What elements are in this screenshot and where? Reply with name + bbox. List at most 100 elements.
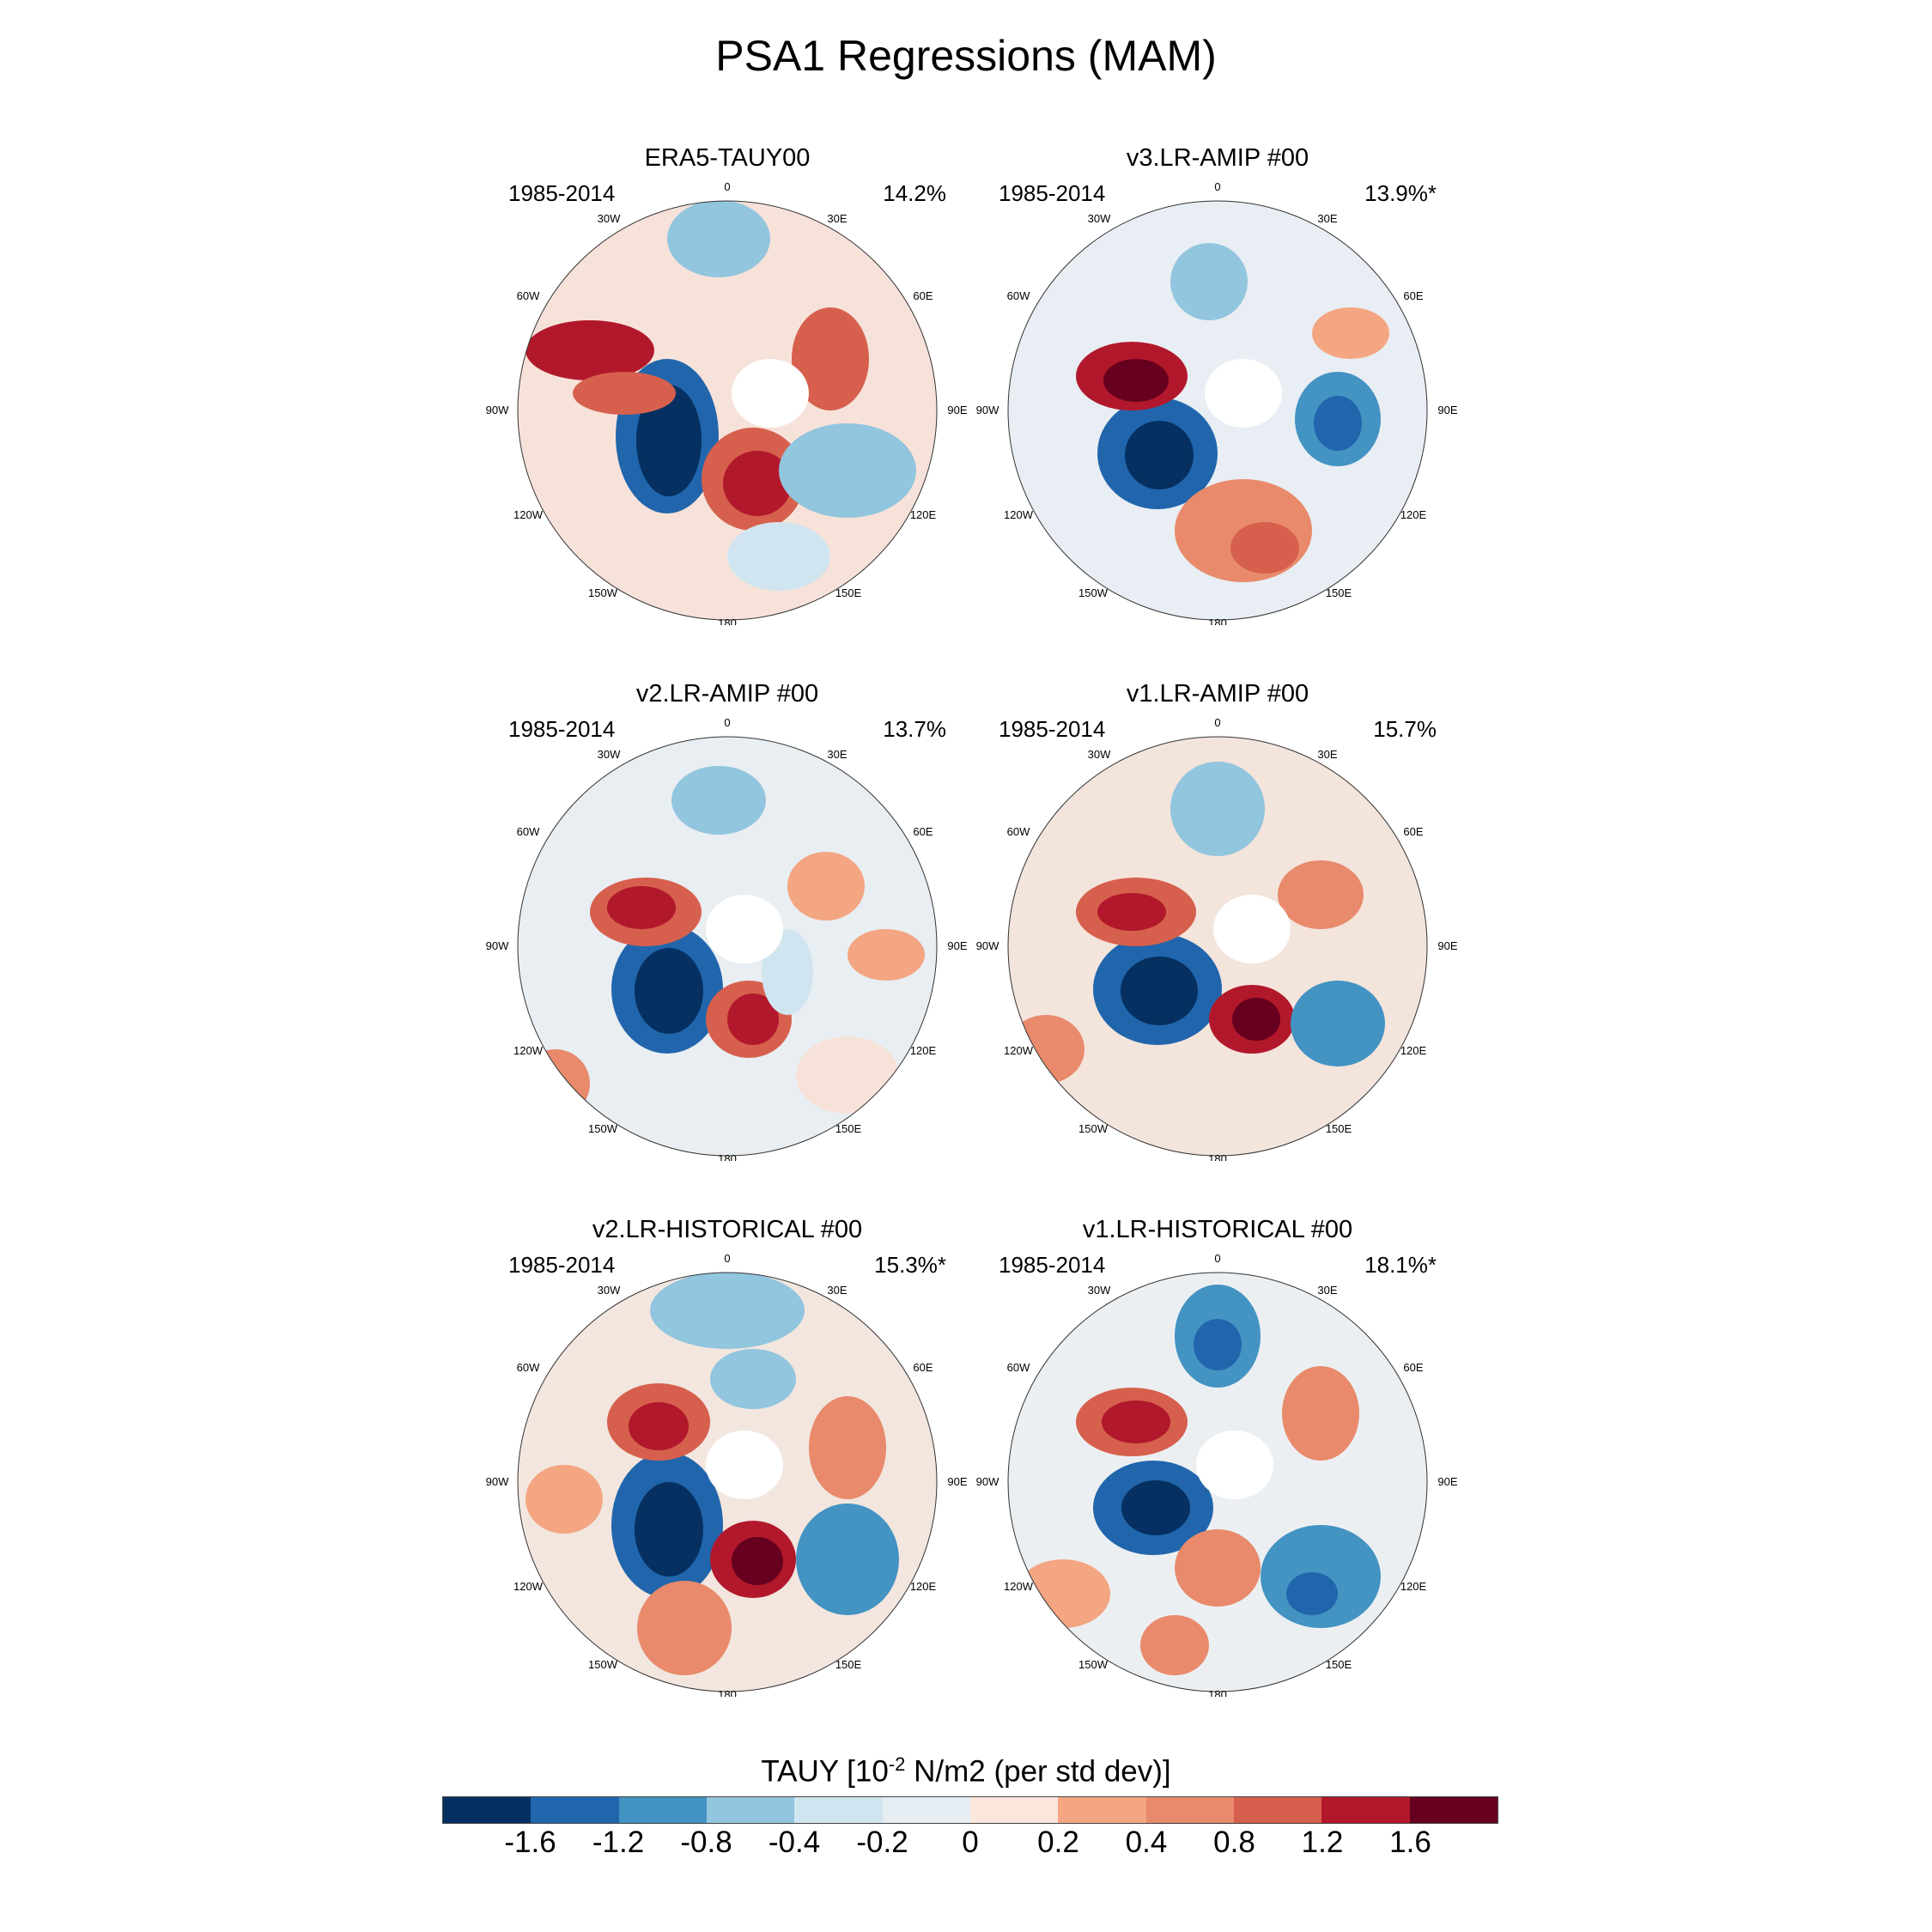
panel-period: 1985-2014 [508, 716, 616, 742]
lon-label-180: 180 [718, 1688, 737, 1697]
lon-label-60w: 60W [517, 825, 540, 838]
panel-period: 1985-2014 [999, 716, 1106, 742]
panel-variance-percent: 13.7% [883, 716, 946, 742]
lon-label-30w: 30W [598, 212, 621, 225]
map-panel-era5: ERA5-TAUY00 1985-2014 14.2% 0 30E 60E 90… [470, 144, 985, 625]
lon-label-120w: 120W [513, 1580, 544, 1593]
lon-label-150w: 150W [588, 586, 618, 599]
lon-label-120w: 120W [1004, 1044, 1034, 1057]
lon-label-90w: 90W [976, 1475, 999, 1488]
colorbar-tick-label: 0.8 [1213, 1826, 1255, 1859]
panel-title: v1.LR-HISTORICAL #00 [1082, 1216, 1353, 1243]
lon-label-180: 180 [718, 1152, 737, 1161]
lon-label-60e: 60E [1403, 825, 1423, 838]
lon-label-150e: 150E [835, 1658, 862, 1671]
colorbar-segment [618, 1797, 707, 1823]
lon-label-120e: 120E [1400, 508, 1427, 521]
lon-label-60w: 60W [517, 289, 540, 302]
colorbar-segment [1321, 1797, 1410, 1823]
lon-label-90e: 90E [947, 404, 967, 416]
lon-label-120e: 120E [1400, 1580, 1427, 1593]
colorbar-tick-label: -0.8 [680, 1826, 732, 1859]
lon-label-30w: 30W [1088, 212, 1111, 225]
lon-label-0: 0 [1214, 716, 1220, 729]
colorbar-tick-label: -0.2 [856, 1826, 908, 1859]
colorbar-title: TAUY [10-2 N/m2 (per std dev)] [0, 1753, 1932, 1789]
lon-label-150w: 150W [588, 1122, 618, 1135]
lon-label-180: 180 [718, 617, 737, 625]
lon-label-60w: 60W [1007, 289, 1030, 302]
colorbar-tick-label: 1.2 [1301, 1826, 1344, 1859]
lon-label-120w: 120W [513, 508, 544, 521]
panel-variance-percent: 13.9%* [1364, 180, 1437, 206]
lon-label-150w: 150W [588, 1658, 618, 1671]
lon-label-0: 0 [1214, 180, 1220, 193]
colorbar-tick-label: -1.6 [504, 1826, 556, 1859]
panel-variance-percent: 15.7% [1373, 716, 1437, 742]
lon-label-150e: 150E [835, 1122, 862, 1135]
lon-label-150w: 150W [1078, 586, 1109, 599]
lon-label-60w: 60W [1007, 1361, 1030, 1374]
panel-period: 1985-2014 [508, 1252, 616, 1278]
lon-label-60w: 60W [1007, 825, 1030, 838]
lon-label-30e: 30E [1317, 1284, 1337, 1297]
lon-label-150e: 150E [835, 586, 862, 599]
lon-label-120e: 120E [910, 508, 937, 521]
map-panel-v1-amip: v1.LR-AMIP #00 1985-2014 15.7% 0 30E 60E… [960, 680, 1475, 1161]
lon-label-90w: 90W [486, 939, 509, 952]
lon-label-30e: 30E [827, 212, 847, 225]
colorbar-tick-label: -1.2 [592, 1826, 645, 1859]
lon-label-90w: 90W [976, 939, 999, 952]
panel-variance-percent: 18.1%* [1364, 1252, 1437, 1278]
map-panel-v2-historical: v2.LR-HISTORICAL #00 1985-2014 15.3%* 0 … [470, 1216, 985, 1697]
panel-title: v2.LR-HISTORICAL #00 [592, 1216, 863, 1243]
figure-title: PSA1 Regressions (MAM) [715, 32, 1217, 80]
polar-map: 0 30E 60E 90E 120E 150E 180 150W 120W 90… [486, 180, 968, 625]
colorbar-segment [882, 1797, 970, 1823]
lon-label-0: 0 [1214, 1252, 1220, 1265]
lon-label-60e: 60E [1403, 1361, 1423, 1374]
panel-variance-percent: 14.2% [883, 180, 946, 206]
lon-label-60e: 60E [913, 1361, 933, 1374]
panel-title: v2.LR-AMIP #00 [635, 680, 819, 708]
lon-label-90e: 90E [1437, 404, 1457, 416]
lon-label-0: 0 [724, 1252, 730, 1265]
lon-label-60e: 60E [1403, 289, 1423, 302]
panel-title: ERA5-TAUY00 [644, 144, 811, 172]
lon-label-30w: 30W [598, 1284, 621, 1297]
colorbar-segment [794, 1797, 883, 1823]
lon-label-30w: 30W [598, 748, 621, 761]
lon-label-150e: 150E [1326, 1658, 1352, 1671]
colorbar-segment [1233, 1797, 1322, 1823]
colorbar-tick-label: 0.2 [1037, 1826, 1079, 1859]
lon-label-90e: 90E [1437, 939, 1457, 952]
colorbar-title-tail: N/m2 (per std dev)] [905, 1754, 1171, 1789]
lon-label-180: 180 [1208, 1152, 1227, 1161]
lon-label-120w: 120W [513, 1044, 544, 1057]
lon-label-60e: 60E [913, 289, 933, 302]
lon-label-30w: 30W [1088, 748, 1111, 761]
lon-label-120e: 120E [1400, 1044, 1427, 1057]
polar-map: 0 30E 60E 90E 120E 150E 180 150W 120W 90… [976, 716, 1458, 1161]
lon-label-30e: 30E [827, 748, 847, 761]
lon-label-30e: 30E [1317, 748, 1337, 761]
lon-label-180: 180 [1208, 1688, 1227, 1697]
lon-label-30w: 30W [1088, 1284, 1111, 1297]
lon-label-60e: 60E [913, 825, 933, 838]
panel-title: v1.LR-AMIP #00 [1126, 680, 1309, 708]
lon-label-0: 0 [724, 180, 730, 193]
lon-label-150e: 150E [1326, 1122, 1352, 1135]
polar-map: 0 30E 60E 90E 120E 150E 180 150W 120W 90… [486, 716, 968, 1161]
lon-label-180: 180 [1208, 617, 1227, 625]
map-panel-v3-amip: v3.LR-AMIP #00 1985-2014 13.9%* 0 30E 60… [960, 144, 1475, 625]
colorbar-segment [1145, 1797, 1234, 1823]
lon-label-90w: 90W [976, 404, 999, 416]
colorbar [442, 1796, 1498, 1824]
lon-label-150e: 150E [1326, 586, 1352, 599]
lon-label-150w: 150W [1078, 1658, 1109, 1671]
lon-label-90e: 90E [1437, 1475, 1457, 1488]
polar-map: 0 30E 60E 90E 120E 150E 180 150W 120W 90… [976, 180, 1458, 625]
colorbar-segment [531, 1797, 619, 1823]
lon-label-60w: 60W [517, 1361, 540, 1374]
map-panel-v2-amip: v2.LR-AMIP #00 1985-2014 13.7% 0 30E 60E… [470, 680, 985, 1161]
